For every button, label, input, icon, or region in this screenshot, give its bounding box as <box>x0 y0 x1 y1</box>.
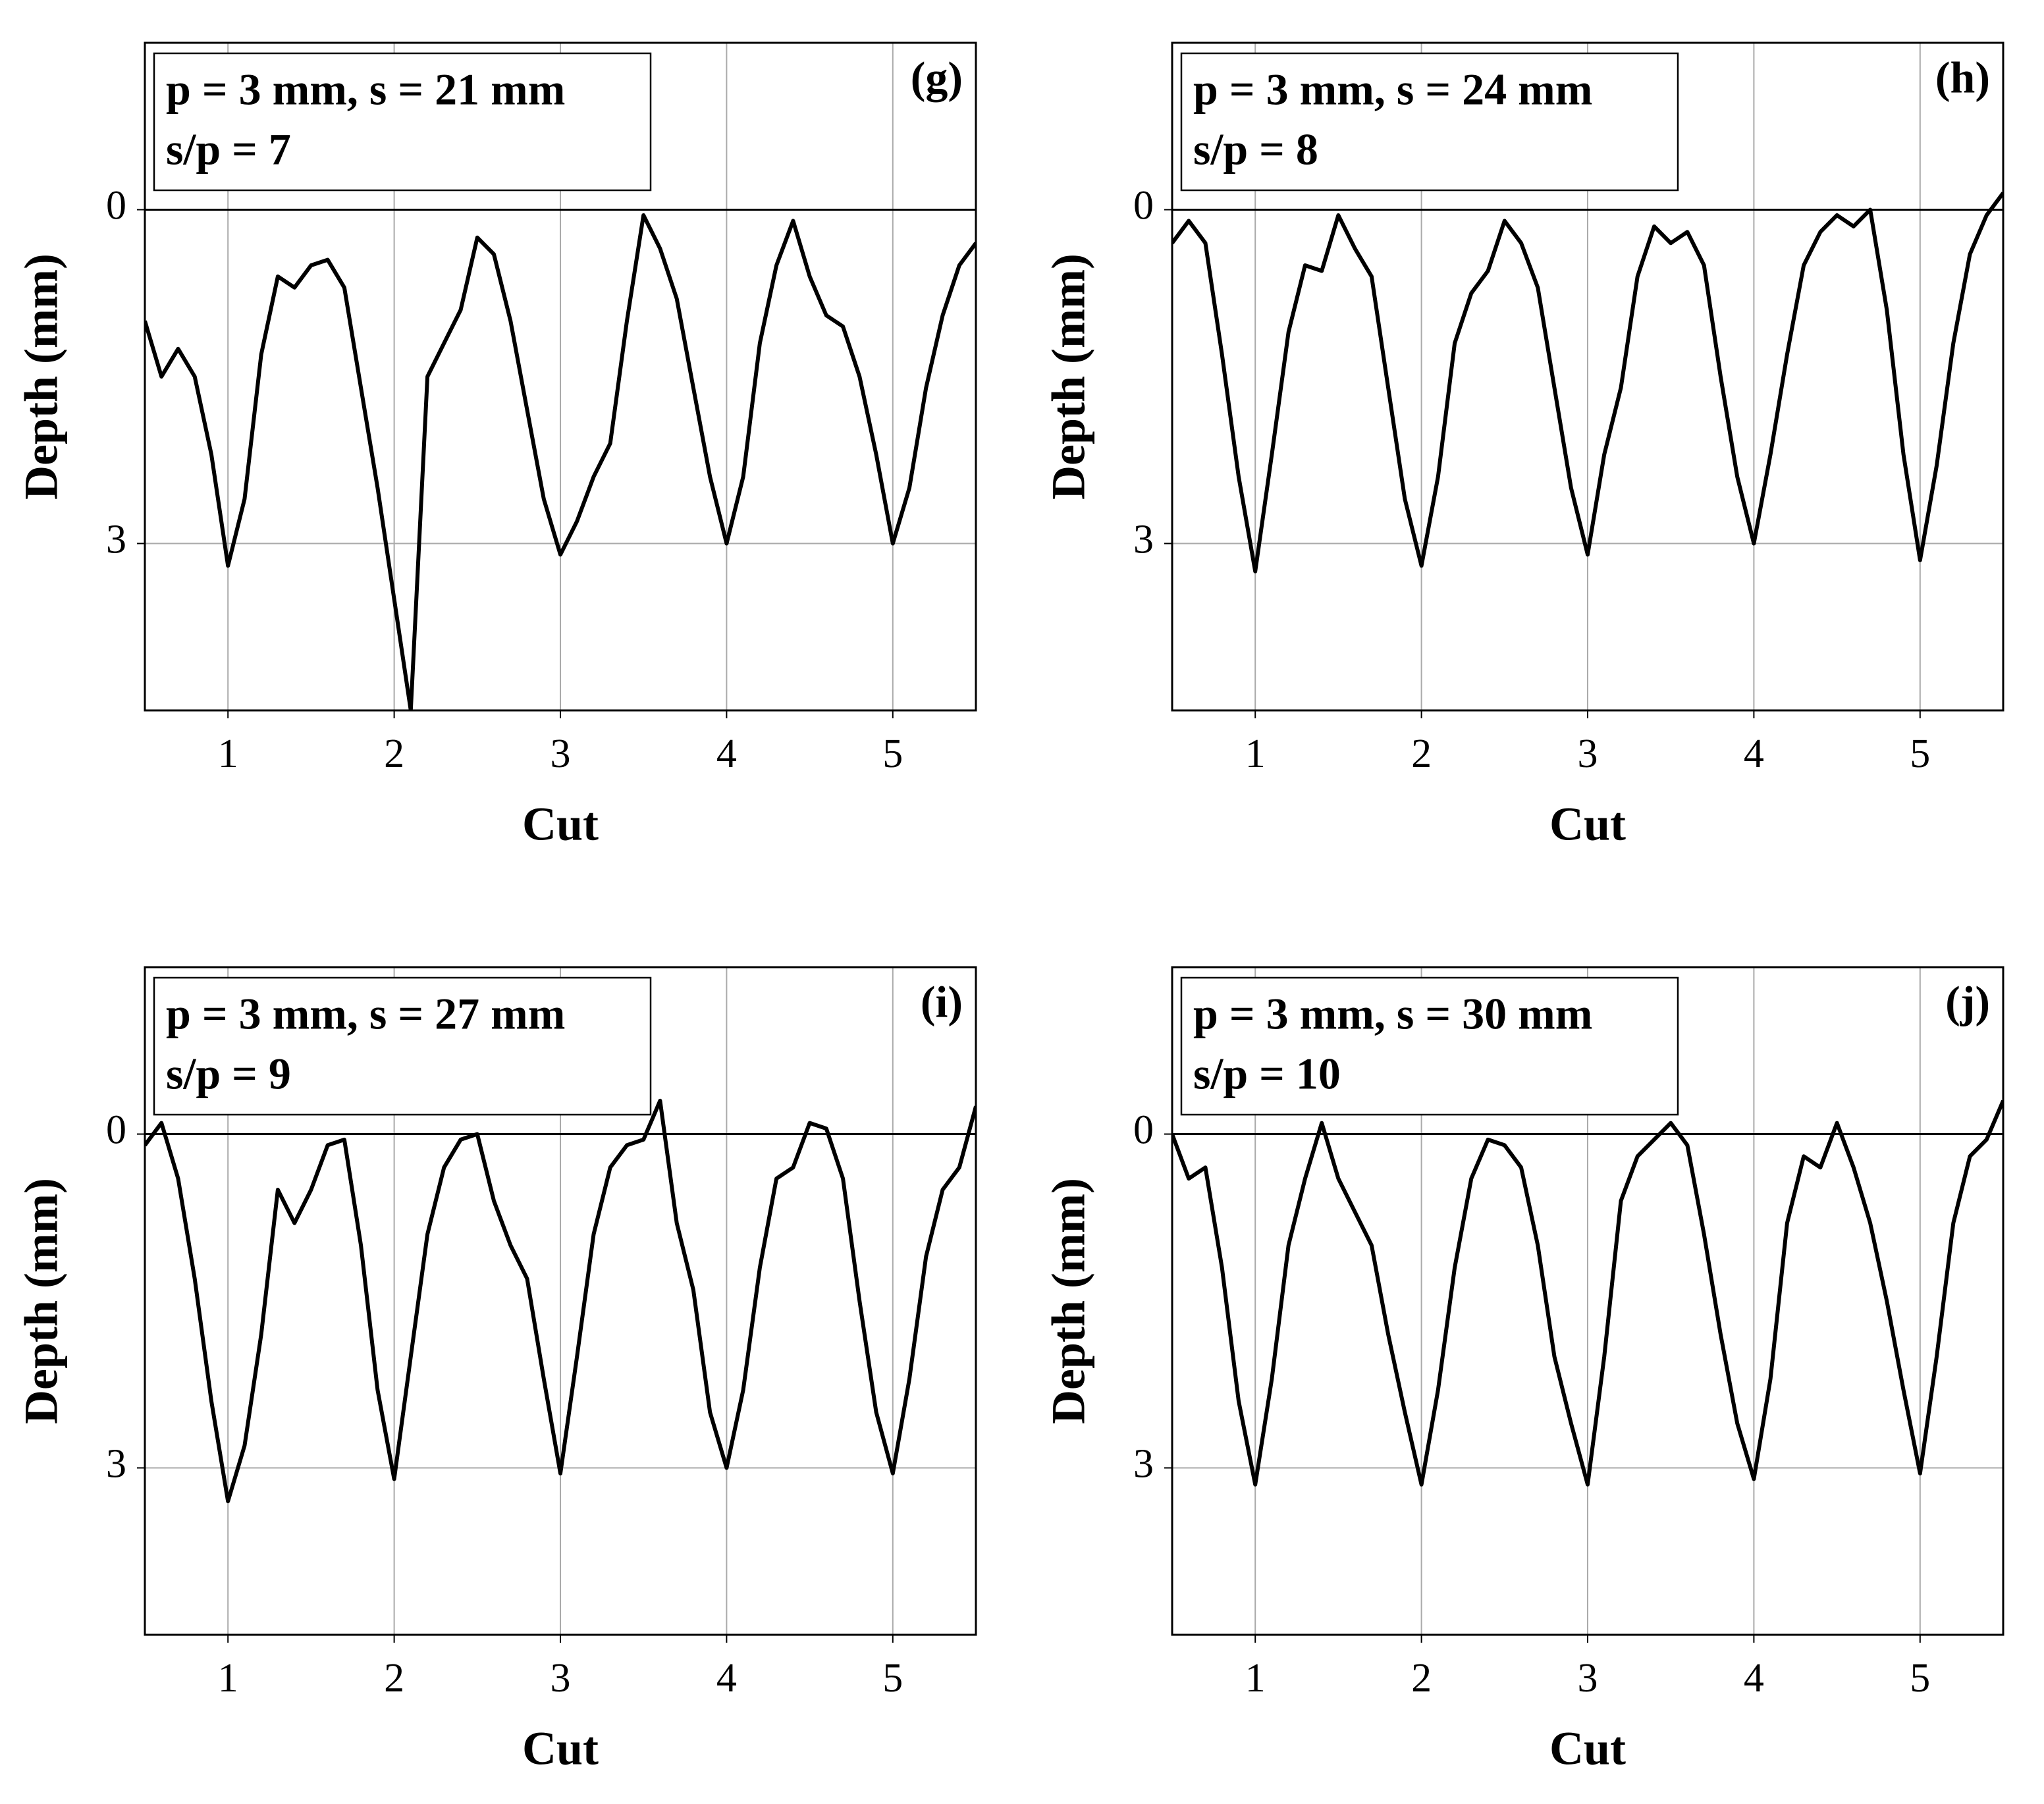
annotation: s/p = 10 <box>1193 1049 1341 1099</box>
y-tick-label: 3 <box>1133 1442 1154 1487</box>
x-tick-label: 2 <box>1411 1656 1432 1701</box>
panel-label: (h) <box>1935 53 1990 103</box>
x-tick-label: 2 <box>384 1656 404 1701</box>
panel: 1 2 3 4 5 0 3 p = 3 mm, s = 30 mm s/p = 10 (j) Cut… <box>1042 966 2004 1775</box>
x-axis-title: Cut <box>522 1722 599 1775</box>
y-axis-title: Depth (mm) <box>15 1178 68 1424</box>
plot-frame <box>1171 41 2004 712</box>
panel: 1 2 3 4 5 0 3 p = 3 mm, s = 21 mm s/p = 7 (g) Cut D… <box>15 41 977 851</box>
x-tick-label: 5 <box>1910 1656 1930 1701</box>
plot-frame <box>144 966 977 1636</box>
x-tick-label: 4 <box>716 1656 737 1701</box>
annotation: s/p = 8 <box>1193 124 1318 174</box>
plot-frame <box>1171 966 2004 1636</box>
y-tick-label: 0 <box>1133 1108 1154 1153</box>
annotation: p = 3 mm, s = 27 mm <box>166 989 565 1039</box>
annotation-box <box>153 52 652 192</box>
annotation: s/p = 9 <box>166 1049 291 1099</box>
y-axis-title: Depth (mm) <box>1042 253 1095 500</box>
annotation: p = 3 mm, s = 30 mm <box>1193 989 1592 1039</box>
x-tick-label: 5 <box>1910 731 1930 776</box>
y-tick-label: 0 <box>106 1108 126 1153</box>
x-tick-label: 2 <box>384 731 404 776</box>
x-tick-label: 3 <box>551 1656 571 1701</box>
x-tick-label: 4 <box>1744 731 1764 776</box>
y-tick-label: 3 <box>106 517 126 562</box>
x-tick-label: 5 <box>882 731 903 776</box>
panel: 1 2 3 4 5 0 3 p = 3 mm, s = 24 mm s/p = 8 (h) Cut D… <box>1042 41 2004 851</box>
y-axis-title: Depth (mm) <box>15 253 68 500</box>
annotation-box <box>1180 976 1679 1116</box>
annotation-box <box>1180 52 1679 192</box>
y-axis-title: Depth (mm) <box>1042 1178 1095 1424</box>
annotation: s/p = 7 <box>166 124 291 174</box>
annotation: p = 3 mm, s = 24 mm <box>1193 65 1592 115</box>
x-tick-label: 4 <box>1744 1656 1764 1701</box>
data-line <box>1172 192 2003 573</box>
x-tick-label: 5 <box>882 1656 903 1701</box>
x-tick-label: 3 <box>551 731 571 776</box>
x-tick-label: 2 <box>1411 731 1432 776</box>
x-tick-label: 1 <box>218 731 238 776</box>
annotation: p = 3 mm, s = 21 mm <box>166 65 565 115</box>
y-tick-label: 3 <box>106 1442 126 1487</box>
y-tick-label: 0 <box>1133 184 1154 228</box>
x-axis-title: Cut <box>522 798 599 851</box>
x-tick-label: 1 <box>218 1656 238 1701</box>
plot-frame <box>144 41 977 712</box>
x-axis-title: Cut <box>1549 1722 1626 1775</box>
data-line <box>1172 1100 2003 1487</box>
x-tick-label: 3 <box>1578 731 1598 776</box>
panel-label: (i) <box>921 977 963 1027</box>
panel-label: (j) <box>1945 977 1990 1027</box>
y-tick-label: 0 <box>106 184 126 228</box>
panel: 1 2 3 4 5 0 3 p = 3 mm, s = 27 mm s/p = 9 (i) Cut D… <box>15 966 977 1775</box>
y-tick-label: 3 <box>1133 517 1154 562</box>
panel-label: (g) <box>911 53 963 103</box>
data-line <box>145 213 976 710</box>
x-axis-title: Cut <box>1549 798 1626 851</box>
x-tick-label: 1 <box>1245 731 1266 776</box>
x-tick-label: 4 <box>716 731 737 776</box>
annotation-box <box>153 976 652 1116</box>
data-line <box>145 1098 976 1504</box>
x-tick-label: 1 <box>1245 1656 1266 1701</box>
x-tick-label: 3 <box>1578 1656 1598 1701</box>
